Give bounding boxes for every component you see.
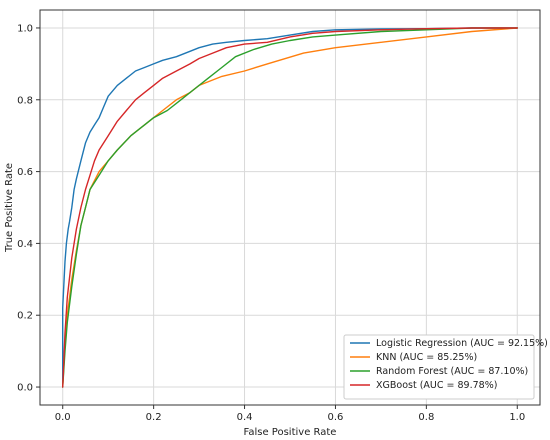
y-tick-label: 0.6: [17, 167, 33, 178]
series-line-0: [62, 27, 518, 388]
x-axis-label: False Positive Rate: [244, 427, 337, 438]
x-tick-label: 0.8: [418, 412, 434, 423]
y-tick-label: 0.2: [17, 311, 33, 322]
y-tick-label: 0.4: [17, 239, 33, 250]
x-tick-label: 0.0: [55, 412, 71, 423]
y-tick-label: 0.0: [17, 383, 33, 394]
legend-entry: Logistic Regression (AUC = 92.15%): [376, 338, 548, 349]
x-tick-label: 1.0: [509, 412, 525, 423]
x-tick-label: 0.2: [146, 412, 162, 423]
plot-frame: [39, 9, 541, 406]
series-lines: [62, 27, 518, 388]
legend-entry: KNN (AUC = 85.25%): [376, 352, 477, 363]
legend: Logistic Regression (AUC = 92.15%) KNN (A…: [343, 334, 548, 400]
series-line-1: [62, 27, 518, 388]
grid: [40, 10, 540, 405]
legend-entry: XGBoost (AUC = 89.78%): [376, 380, 497, 391]
series-line-2: [62, 27, 518, 388]
series-line-3: [62, 27, 518, 388]
legend-entry: Random Forest (AUC = 87.10%): [376, 366, 528, 377]
y-tick-label: 0.8: [17, 95, 33, 106]
y-axis-label: True Positive Rate: [4, 163, 15, 253]
y-tick-label: 1.0: [17, 23, 33, 34]
x-tick-label: 0.4: [237, 412, 253, 423]
legend-box: [343, 334, 535, 400]
axis-ticks: 0.0 0.2 0.4 0.6 0.8 1.0 0.0 0.2 0.4 0.6 0.8 1.0: [17, 23, 525, 423]
x-tick-label: 0.6: [328, 412, 344, 423]
